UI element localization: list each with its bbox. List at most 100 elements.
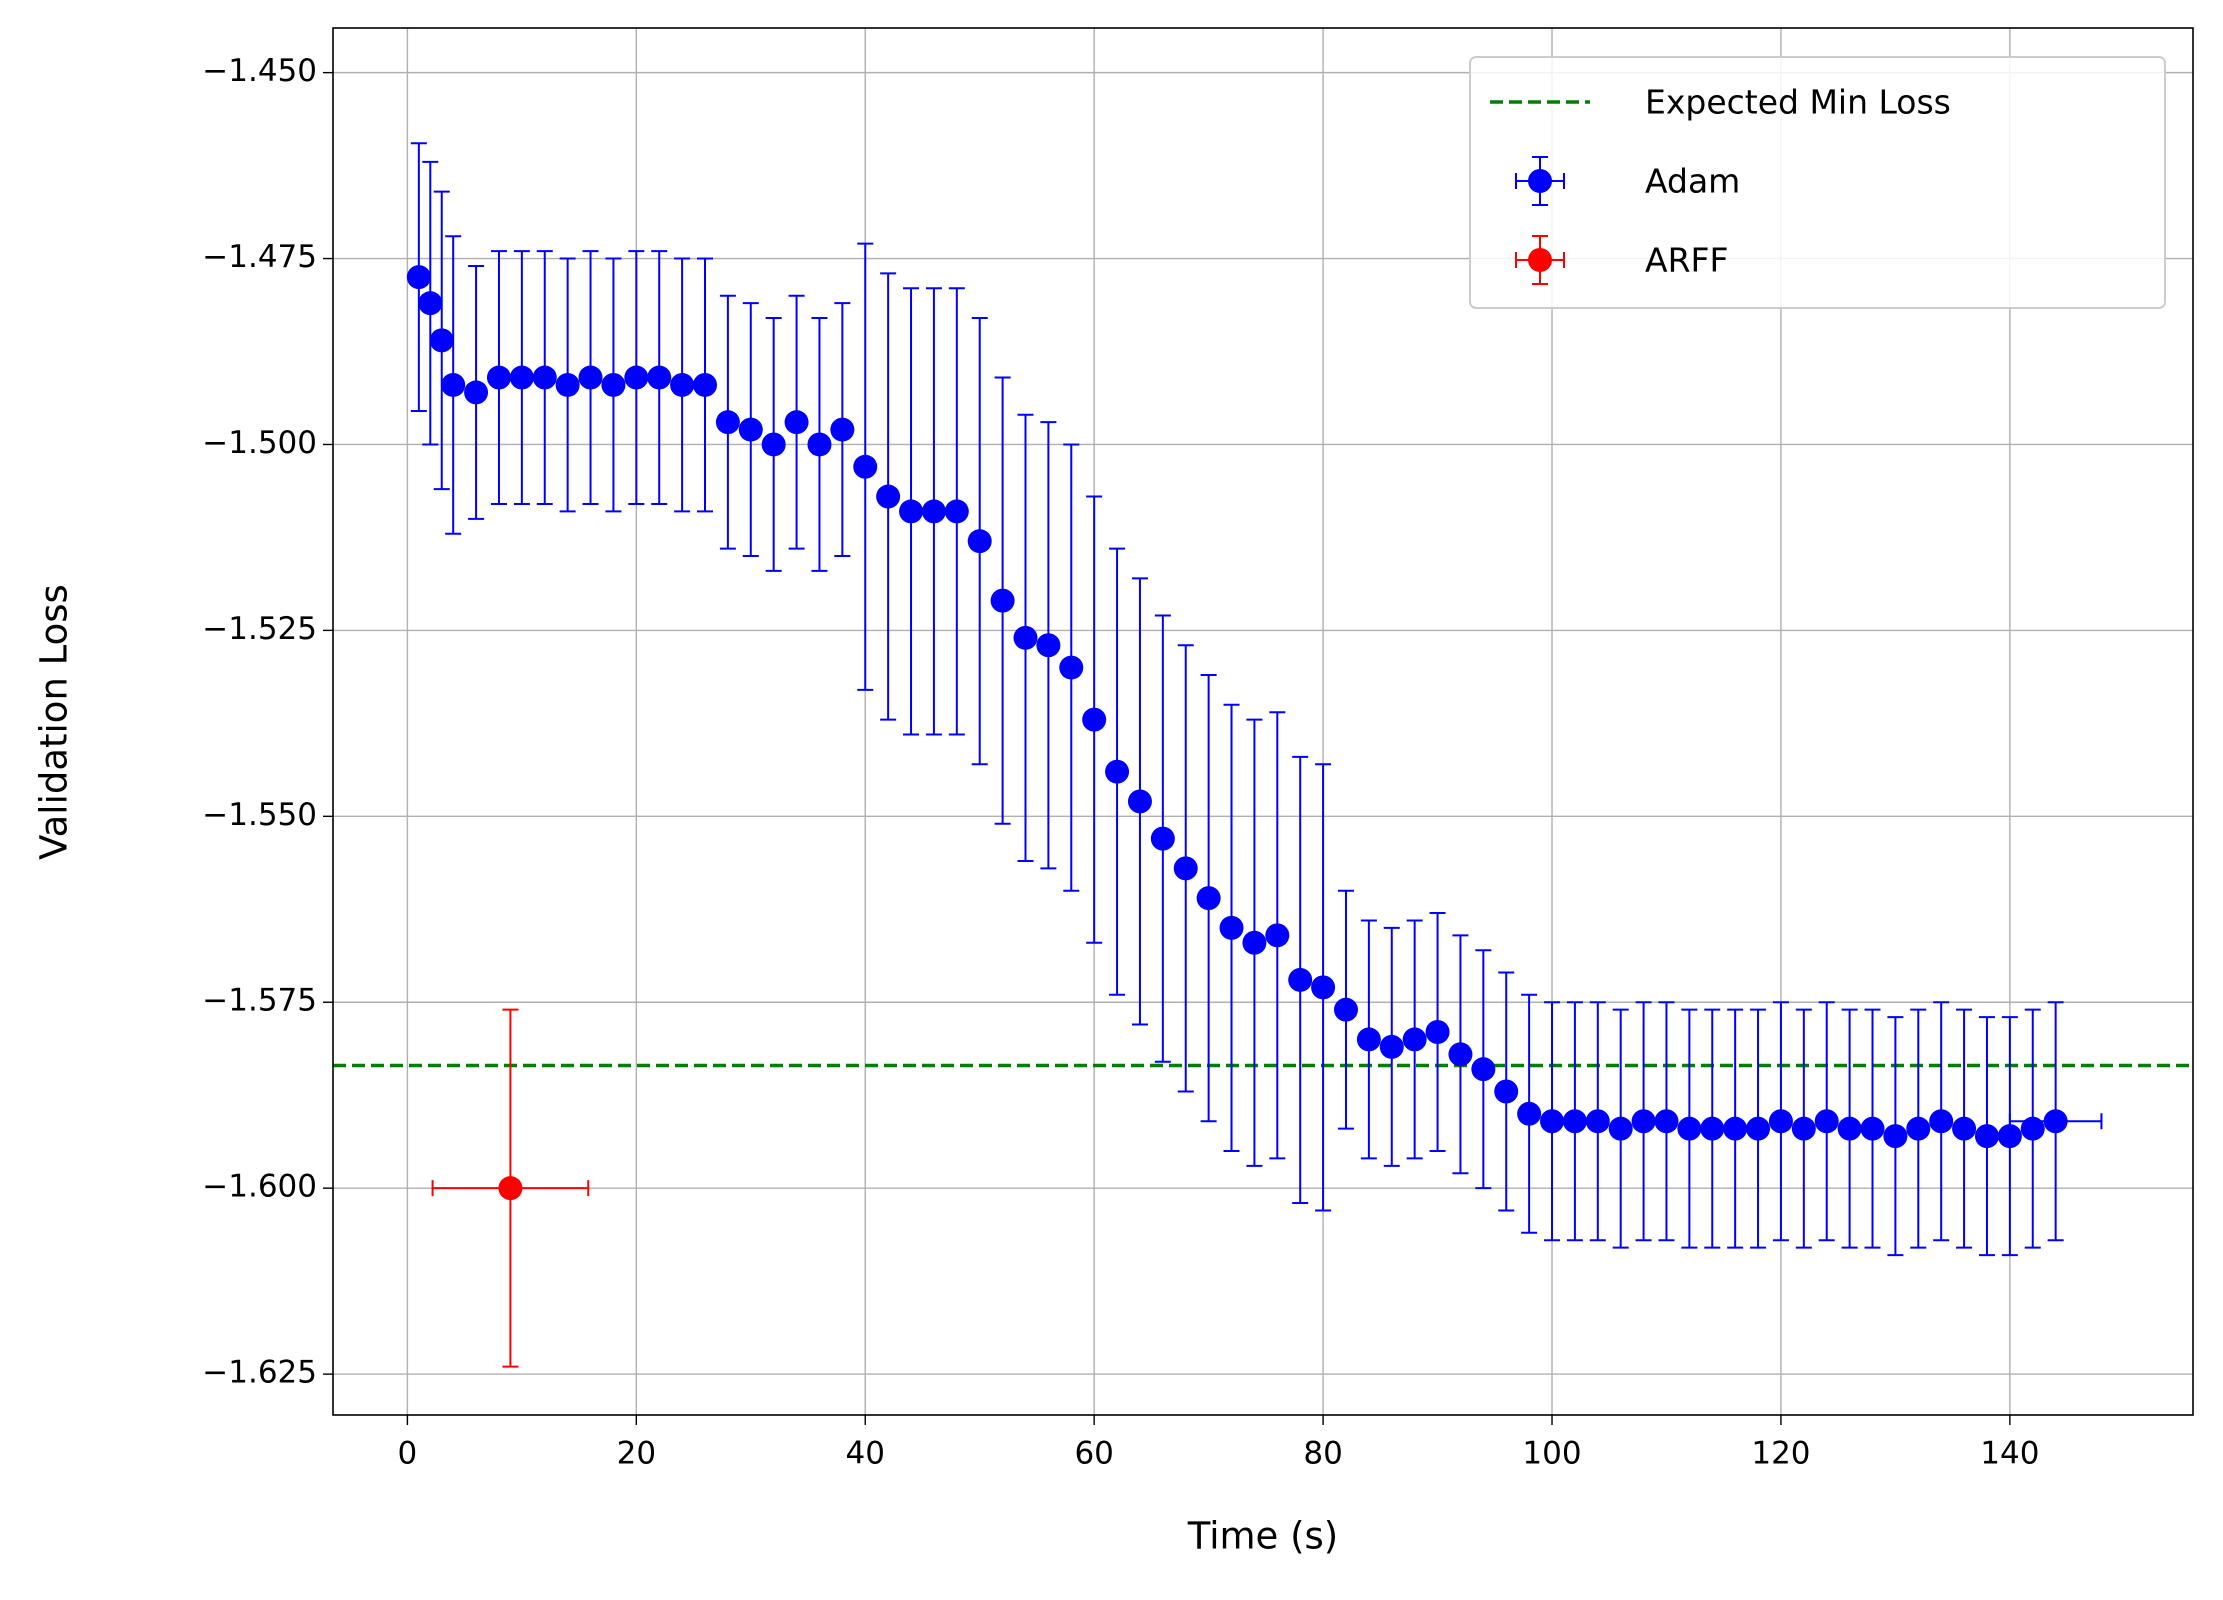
marker xyxy=(441,372,466,397)
marker xyxy=(1036,633,1061,658)
marker xyxy=(853,454,878,479)
y-tick-label: −1.475 xyxy=(202,239,317,275)
y-axis-label: Validation Loss xyxy=(33,584,76,860)
marker xyxy=(1860,1116,1885,1141)
marker xyxy=(1127,789,1152,814)
marker xyxy=(406,265,431,290)
y-tick-label: −1.525 xyxy=(202,611,317,647)
marker xyxy=(555,372,580,397)
plot-area xyxy=(333,142,2193,1368)
marker xyxy=(1150,826,1175,851)
marker xyxy=(1196,886,1221,911)
marker xyxy=(1517,1101,1542,1126)
marker xyxy=(1265,923,1290,948)
marker xyxy=(876,484,901,509)
marker xyxy=(1219,915,1244,940)
marker xyxy=(1654,1109,1679,1134)
marker xyxy=(1700,1116,1725,1141)
marker xyxy=(486,365,511,390)
legend-marker xyxy=(1528,169,1552,193)
marker xyxy=(693,372,717,397)
marker xyxy=(921,499,946,524)
marker xyxy=(761,432,786,457)
marker xyxy=(1379,1034,1404,1059)
marker xyxy=(1082,707,1107,732)
marker xyxy=(1333,997,1358,1022)
marker xyxy=(738,417,763,442)
marker xyxy=(1448,1042,1473,1067)
x-axis-label: Time (s) xyxy=(1187,1515,1338,1558)
marker xyxy=(784,410,809,435)
x-tick-label: 120 xyxy=(1751,1436,1810,1472)
marker xyxy=(2020,1116,2045,1141)
marker xyxy=(1105,759,1130,784)
marker xyxy=(807,432,832,457)
marker xyxy=(1791,1116,1816,1141)
marker xyxy=(990,588,1015,613)
marker xyxy=(1585,1109,1610,1134)
marker xyxy=(830,417,855,442)
marker xyxy=(715,410,740,435)
marker xyxy=(1494,1079,1519,1104)
marker xyxy=(1952,1116,1977,1141)
marker xyxy=(1974,1124,1999,1149)
marker xyxy=(1631,1109,1656,1134)
marker xyxy=(1768,1109,1793,1134)
marker xyxy=(1837,1116,1862,1141)
marker xyxy=(647,365,672,390)
marker xyxy=(532,365,557,390)
x-tick-label: 60 xyxy=(1074,1436,1113,1472)
marker xyxy=(509,365,534,390)
marker xyxy=(1356,1027,1381,1052)
marker xyxy=(944,499,969,524)
marker xyxy=(899,499,924,524)
marker xyxy=(1814,1109,1839,1134)
x-tick-label: 20 xyxy=(617,1436,656,1472)
legend-marker xyxy=(1528,248,1552,272)
legend-label: Expected Min Loss xyxy=(1645,83,1951,122)
marker xyxy=(1608,1116,1633,1141)
marker xyxy=(1997,1124,2022,1149)
marker xyxy=(1723,1116,1748,1141)
marker xyxy=(1540,1109,1565,1134)
marker xyxy=(670,372,695,397)
x-tick-label: 40 xyxy=(846,1436,885,1472)
marker xyxy=(1242,930,1267,955)
marker xyxy=(418,291,443,316)
marker xyxy=(1906,1116,1931,1141)
y-tick-label: −1.550 xyxy=(202,797,317,833)
marker xyxy=(1425,1019,1450,1044)
y-tick-label: −1.575 xyxy=(202,983,317,1019)
marker xyxy=(1677,1116,1702,1141)
marker xyxy=(1929,1109,1954,1134)
marker xyxy=(1883,1124,1908,1149)
marker xyxy=(429,328,454,353)
marker xyxy=(1746,1116,1771,1141)
x-tick-label: 100 xyxy=(1522,1436,1581,1472)
marker xyxy=(1311,975,1336,1000)
y-tick-label: −1.625 xyxy=(202,1355,317,1391)
y-tick-label: −1.450 xyxy=(202,53,317,89)
x-tick-label: 140 xyxy=(1980,1436,2039,1472)
marker xyxy=(601,372,626,397)
legend-label: Adam xyxy=(1645,162,1740,201)
plot-frame xyxy=(332,27,2194,1416)
marker xyxy=(578,365,603,390)
marker xyxy=(498,1176,523,1201)
y-tick-label: −1.600 xyxy=(202,1169,317,1205)
marker xyxy=(1059,655,1084,680)
marker xyxy=(1562,1109,1587,1134)
y-tick-label: −1.500 xyxy=(202,425,317,461)
marker xyxy=(1288,967,1313,992)
x-tick-label: 80 xyxy=(1303,1436,1342,1472)
marker xyxy=(1471,1057,1496,1082)
marker xyxy=(1173,856,1198,881)
marker xyxy=(624,365,649,390)
marker xyxy=(464,380,489,405)
x-tick-label: 0 xyxy=(398,1436,418,1472)
marker xyxy=(1402,1027,1427,1052)
marker xyxy=(1013,625,1038,650)
marker xyxy=(967,529,992,554)
marker xyxy=(2043,1109,2068,1134)
